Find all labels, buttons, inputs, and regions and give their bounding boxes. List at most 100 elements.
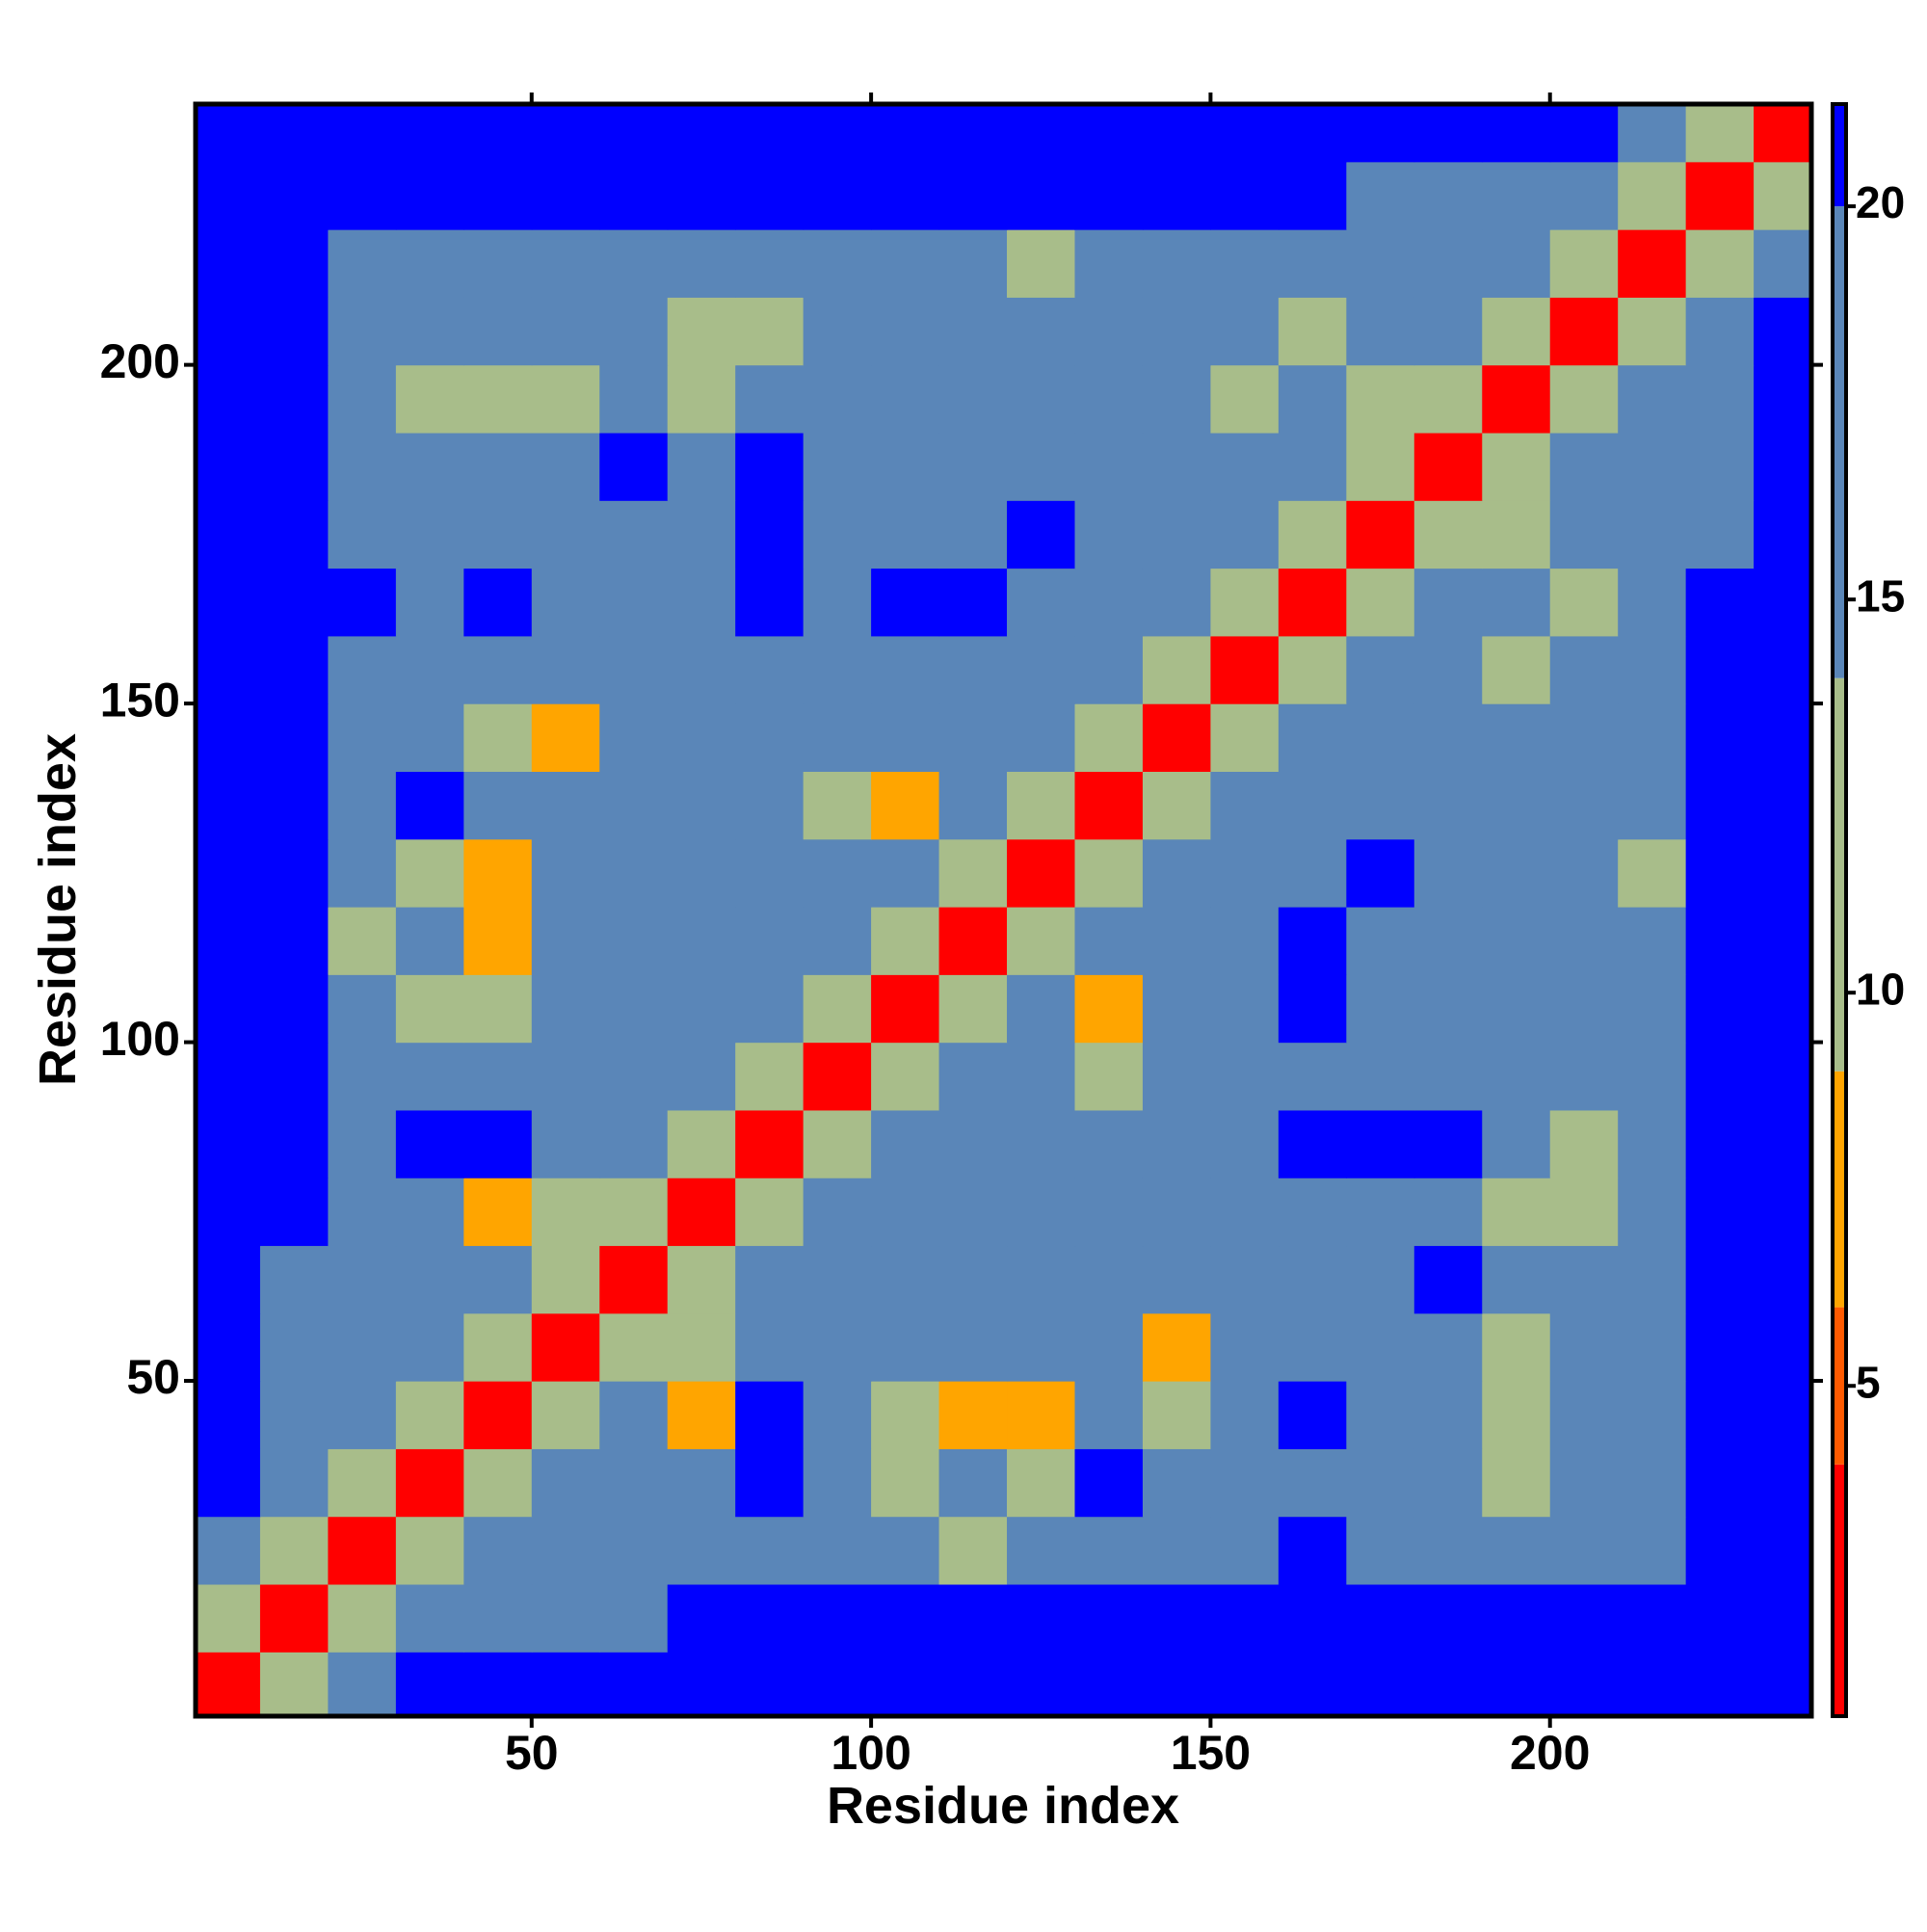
heatmap-cell	[1413, 297, 1483, 366]
heatmap-cell	[599, 838, 669, 908]
heatmap-cell	[463, 771, 533, 840]
heatmap-cell	[938, 703, 1008, 772]
heatmap-cell	[667, 771, 736, 840]
heatmap-cell	[531, 432, 600, 501]
heatmap-cell	[1007, 771, 1076, 840]
heatmap-cell	[1278, 1652, 1347, 1716]
heatmap-cell	[667, 1652, 736, 1716]
heatmap-cell	[1754, 1381, 1811, 1449]
heatmap-cell	[1685, 1312, 1755, 1382]
heatmap-cell	[599, 297, 669, 366]
heatmap-cell	[196, 1245, 261, 1314]
heatmap-cell	[1074, 906, 1144, 975]
heatmap-cell	[1549, 500, 1619, 569]
heatmap-cell	[1413, 1312, 1483, 1382]
heatmap-cell	[938, 364, 1008, 434]
heatmap-cell	[1549, 1652, 1619, 1716]
heatmap-cell	[328, 838, 397, 908]
heatmap-cell	[1210, 1381, 1280, 1449]
heatmap-cell	[395, 974, 464, 1044]
heatmap-cell	[735, 104, 805, 163]
heatmap-cell	[531, 1652, 600, 1716]
heatmap-cell	[938, 1448, 1008, 1518]
heatmap-cell	[395, 568, 464, 637]
heatmap-cell	[1482, 1448, 1551, 1518]
heatmap-cell	[328, 771, 397, 840]
heatmap-cell	[803, 1583, 872, 1653]
heatmap-cell	[328, 1381, 397, 1449]
heatmap-cell	[1685, 838, 1755, 908]
heatmap-cell	[1754, 1516, 1811, 1585]
heatmap-cell	[463, 906, 533, 975]
heatmap-cell	[1549, 1583, 1619, 1653]
heatmap-cell	[1346, 635, 1415, 704]
heatmap-cell	[1278, 104, 1347, 163]
heatmap-cell	[1685, 161, 1755, 230]
heatmap-cell	[463, 838, 533, 908]
heatmap-cell	[1549, 1042, 1619, 1111]
heatmap-cell	[1210, 568, 1280, 637]
heatmap-cell	[1685, 297, 1755, 366]
heatmap-cell	[1007, 297, 1076, 366]
heatmap-cell	[1413, 703, 1483, 772]
heatmap-cell	[259, 364, 330, 434]
heatmap-cell	[938, 432, 1008, 501]
heatmap-cell	[1685, 1109, 1755, 1178]
heatmap-cell	[531, 568, 600, 637]
heatmap-cell	[1278, 161, 1347, 230]
x-tick-label: 200	[1510, 1726, 1590, 1780]
heatmap-cell	[1754, 974, 1811, 1044]
heatmap-cell	[1278, 974, 1347, 1044]
heatmap-cell	[1413, 1109, 1483, 1178]
heatmap-cell	[1549, 432, 1619, 501]
heatmap-cell	[1754, 1652, 1811, 1716]
heatmap-cell	[803, 161, 872, 230]
heatmap-cell	[1618, 838, 1687, 908]
heatmap-cell	[735, 500, 805, 569]
heatmap-cell	[395, 1652, 464, 1716]
heatmap-cell	[1278, 1245, 1347, 1314]
heatmap-cell	[328, 297, 397, 366]
heatmap-cell	[395, 500, 464, 569]
heatmap-cell	[1278, 432, 1347, 501]
heatmap-cell	[871, 906, 940, 975]
heatmap-cell	[531, 364, 600, 434]
heatmap-cell	[1142, 297, 1212, 366]
heatmap-cell	[259, 906, 330, 975]
heatmap-cell	[1549, 771, 1619, 840]
heatmap-cell	[328, 1516, 397, 1585]
heatmap-cell	[938, 838, 1008, 908]
heatmap-cell	[1210, 364, 1280, 434]
heatmap-cell	[531, 1178, 600, 1247]
heatmap-cell	[463, 1042, 533, 1111]
heatmap-cell	[938, 229, 1008, 298]
heatmap-cell	[667, 364, 736, 434]
heatmap-cell	[803, 1178, 872, 1247]
heatmap-cell	[395, 906, 464, 975]
heatmap-cell	[196, 1583, 261, 1653]
heatmap-cell	[1142, 1042, 1212, 1111]
heatmap-cell	[938, 1312, 1008, 1382]
heatmap-cell	[1413, 364, 1483, 434]
heatmap-cell	[463, 500, 533, 569]
heatmap-cell	[395, 635, 464, 704]
heatmap-cell	[1346, 161, 1415, 230]
heatmap-cell	[196, 974, 261, 1044]
heatmap-cell	[1549, 1312, 1619, 1382]
heatmap-cell	[1346, 1178, 1415, 1247]
heatmap-cell	[1549, 364, 1619, 434]
heatmap-cell	[1210, 500, 1280, 569]
heatmap-cell	[1754, 161, 1811, 230]
heatmap-cell	[1685, 432, 1755, 501]
heatmap-cell	[667, 1245, 736, 1314]
heatmap-cell	[871, 771, 940, 840]
heatmap-cell	[803, 297, 872, 366]
heatmap-cell	[1618, 104, 1687, 163]
heatmap-cell	[1413, 1178, 1483, 1247]
heatmap-cell	[1346, 1516, 1415, 1585]
heatmap-cell	[1346, 568, 1415, 637]
heatmap-cell	[803, 771, 872, 840]
heatmap-cell	[667, 432, 736, 501]
heatmap-cell	[1754, 635, 1811, 704]
heatmap-cell	[463, 1381, 533, 1449]
